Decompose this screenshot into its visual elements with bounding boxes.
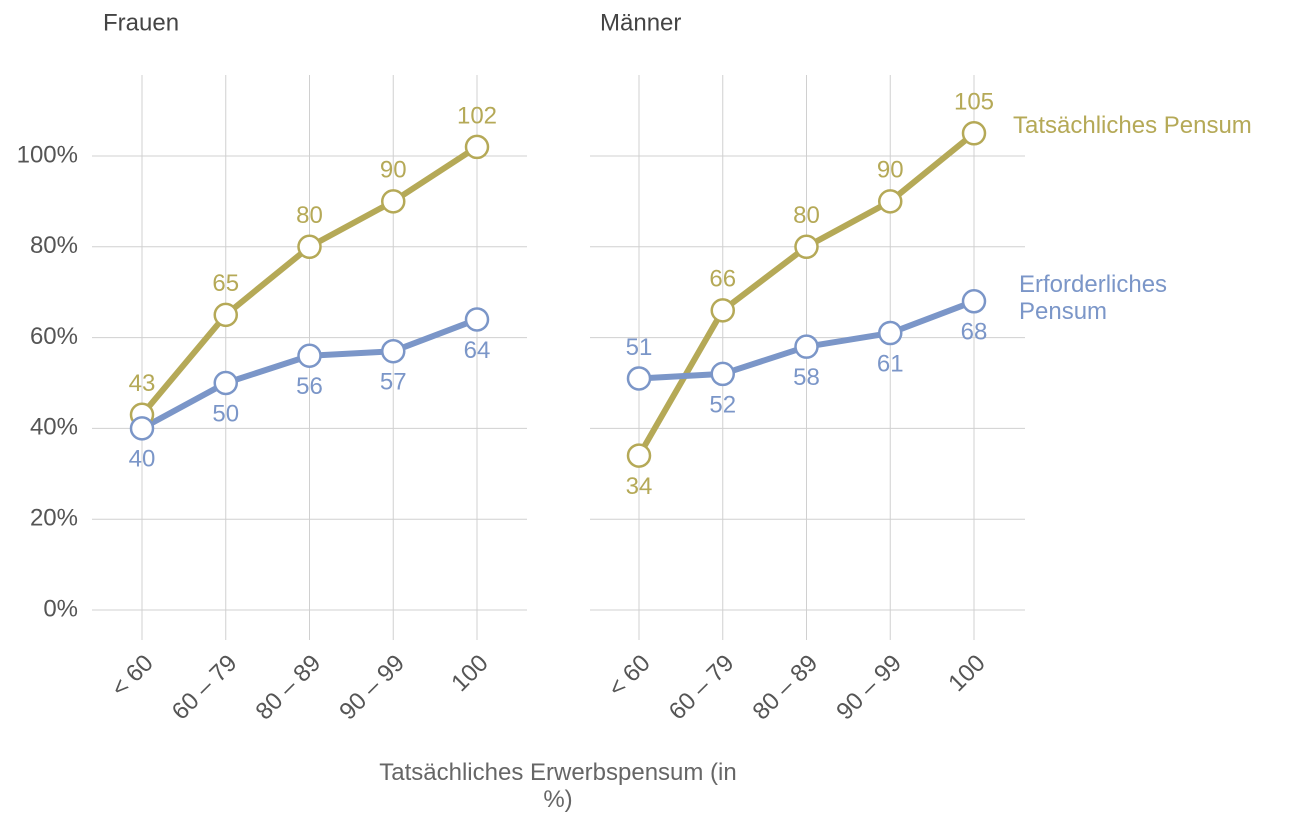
data-label: 50 bbox=[212, 400, 239, 427]
y-tick-label: 40% bbox=[30, 414, 78, 441]
x-tick-label: 90 – 99 bbox=[831, 650, 907, 726]
data-label: 66 bbox=[709, 266, 736, 293]
point bbox=[213, 302, 238, 328]
point bbox=[626, 443, 652, 468]
x-tick-label: 100 bbox=[446, 650, 493, 697]
data-label: 80 bbox=[793, 202, 820, 229]
point bbox=[213, 370, 238, 396]
data-label: 43 bbox=[129, 370, 156, 397]
point bbox=[710, 361, 735, 387]
data-label: 102 bbox=[457, 102, 497, 129]
point bbox=[464, 134, 490, 160]
point bbox=[626, 366, 652, 391]
x-tick-label: 80 – 89 bbox=[748, 650, 824, 726]
data-label: 90 bbox=[877, 157, 904, 184]
data-label: 61 bbox=[877, 350, 904, 377]
data-label: 40 bbox=[129, 446, 156, 473]
y-tick-label: 80% bbox=[30, 232, 78, 259]
panel-title: Männer bbox=[600, 9, 681, 36]
data-label: 80 bbox=[296, 202, 323, 229]
point bbox=[794, 234, 819, 260]
x-tick-label: 100 bbox=[943, 650, 990, 697]
x-tick-label: 80 – 89 bbox=[251, 650, 327, 726]
point bbox=[794, 334, 819, 359]
point bbox=[878, 189, 903, 214]
y-tick-label: 0% bbox=[43, 595, 78, 622]
panel-title: Frauen bbox=[103, 9, 179, 36]
data-label: 65 bbox=[212, 270, 239, 297]
y-tick-label: 20% bbox=[30, 505, 78, 532]
data-label: 52 bbox=[709, 391, 736, 418]
point bbox=[961, 121, 987, 146]
point bbox=[878, 320, 903, 346]
point bbox=[381, 338, 406, 364]
data-label: 58 bbox=[793, 364, 820, 391]
point bbox=[464, 307, 490, 332]
x-tick-label: 60 – 79 bbox=[167, 650, 243, 726]
x-tick-label: < 60 bbox=[603, 650, 656, 703]
y-tick-label: 60% bbox=[30, 323, 78, 350]
x-tick-label: < 60 bbox=[106, 650, 159, 703]
point bbox=[297, 234, 322, 260]
point bbox=[129, 416, 155, 441]
y-tick-label: 100% bbox=[17, 141, 78, 168]
x-tick-label: 90 – 99 bbox=[334, 650, 410, 726]
data-label: 51 bbox=[626, 334, 653, 361]
legend-entry: Erforderliches Pensum bbox=[1019, 271, 1168, 325]
point bbox=[710, 298, 735, 323]
point bbox=[381, 189, 406, 214]
data-label: 68 bbox=[961, 319, 988, 346]
data-label: 34 bbox=[626, 473, 653, 500]
data-label: 105 bbox=[954, 89, 994, 116]
legend-entry: Tatsächliches Pensum bbox=[1013, 112, 1252, 139]
x-axis-label: Tatsächliches Erwerbspensum (in %) bbox=[379, 759, 737, 813]
data-label: 57 bbox=[380, 369, 407, 396]
data-label: 90 bbox=[380, 157, 407, 184]
point bbox=[297, 343, 322, 369]
x-tick-label: 60 – 79 bbox=[664, 650, 740, 726]
point bbox=[961, 289, 987, 314]
data-label: 56 bbox=[296, 373, 323, 400]
data-label: 64 bbox=[464, 337, 491, 364]
